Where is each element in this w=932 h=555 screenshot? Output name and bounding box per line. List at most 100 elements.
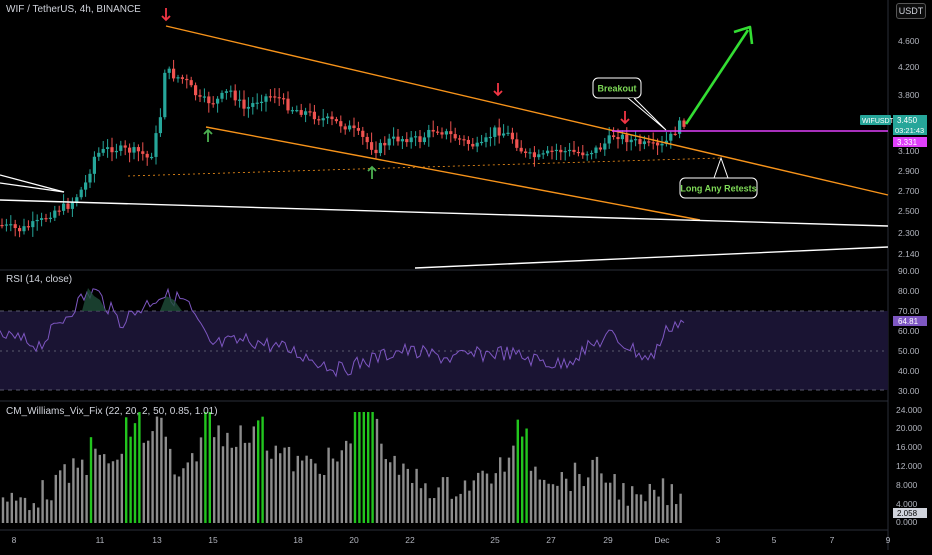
vix-bar (230, 447, 233, 523)
candle-body (290, 110, 294, 112)
vix-bar (415, 468, 418, 523)
vix-bar (199, 437, 203, 523)
candle-body (312, 111, 316, 120)
countdown-badge-text: 03:21:43 (895, 126, 924, 135)
time-tick-label: 8 (12, 535, 17, 545)
candle-body (590, 152, 594, 155)
candle-body (383, 142, 387, 146)
vix-bar (419, 488, 423, 523)
vix-bar (50, 500, 53, 523)
vix-bar (287, 446, 291, 523)
candle-body (519, 147, 523, 152)
candle-body (493, 127, 497, 137)
symbol-badge (860, 115, 891, 125)
vix-bar (406, 468, 409, 523)
candle-body (616, 136, 620, 140)
candle-body (378, 142, 382, 154)
vix-bar (600, 473, 603, 523)
vix-tick-label: 4.000 (896, 499, 918, 509)
price-tick-label: 90.00 (898, 266, 920, 276)
candle-body (400, 139, 404, 142)
vix-bar (450, 498, 453, 523)
vix-bar (186, 462, 189, 523)
candle-body (145, 153, 149, 158)
candle-body (396, 136, 400, 142)
vix-bar (116, 459, 119, 523)
vix-bar (177, 476, 181, 523)
rsi-label[interactable]: RSI (14, close) (6, 274, 73, 285)
candle-body (361, 130, 365, 137)
up-arrow-icon (367, 165, 377, 179)
vix-bar (208, 412, 211, 523)
vix-bar (296, 455, 299, 523)
vix-bar (661, 478, 665, 523)
vix-bar (155, 416, 159, 523)
candle-body (220, 92, 224, 99)
vix-bar (314, 463, 317, 523)
candle-body (387, 138, 391, 146)
vix-bar (411, 482, 414, 523)
breakout-callout-box (592, 77, 642, 99)
vix-bar (89, 437, 93, 523)
time-tick-label: 11 (96, 535, 105, 545)
long-white-line-lower (414, 246, 889, 269)
candle-body (317, 119, 321, 121)
price-tick-label: 3.100 (898, 146, 920, 156)
price-tick-label: 4.600 (898, 36, 920, 46)
breakout-callout-text: Breakout (597, 84, 636, 94)
vix-bar (512, 445, 515, 523)
vix-bar (666, 505, 669, 523)
candle-body (471, 143, 475, 147)
candle-body (264, 96, 268, 102)
candle-body (233, 90, 237, 101)
vix-bar (81, 459, 84, 523)
big-target-arrow-head (733, 25, 754, 45)
candle-body (57, 210, 61, 212)
candle-body (326, 116, 330, 119)
candle-body (194, 85, 198, 96)
candle-body (246, 106, 250, 109)
vix-bar (173, 474, 176, 523)
vix-bar (120, 453, 123, 523)
vix-bar (516, 419, 519, 523)
time-tick-label: 5 (772, 535, 777, 545)
candle-body (515, 139, 519, 148)
vix-bar (191, 453, 194, 523)
vix-bar (591, 459, 594, 523)
vix-bar (23, 497, 27, 523)
retest-callout-text: Long Any Retests (680, 184, 756, 194)
vix-bar (195, 461, 198, 523)
candle-body (488, 136, 492, 139)
vix-bar (318, 473, 321, 523)
vix-bar (525, 428, 528, 523)
currency-button[interactable]: USDT (896, 3, 926, 19)
vix-bar (521, 436, 524, 523)
vix-bar (151, 431, 154, 523)
vix-bar (349, 443, 352, 523)
rsi-tick-label: 50.00 (898, 346, 920, 356)
vix-bar (578, 474, 581, 523)
vix-label[interactable]: CM_Williams_Vix_Fix (22, 20, 2, 50, 0.85… (6, 406, 218, 417)
vix-bar (490, 483, 493, 523)
time-tick-label: 29 (603, 535, 613, 545)
vix-tick-label: 16.000 (896, 442, 922, 452)
candle-body (4, 224, 8, 226)
vix-bar (111, 461, 115, 523)
candle-body (123, 145, 127, 148)
candle-body (18, 228, 22, 232)
vix-bar (98, 454, 101, 523)
vix-bar (54, 474, 57, 523)
candle-body (88, 173, 92, 183)
vix-bar (103, 454, 106, 523)
vix-bar (243, 442, 247, 523)
rsi-tick-label: 30.00 (898, 386, 920, 396)
price-tick-label: 2.300 (898, 228, 920, 238)
symbol-title: WIF / TetherUS, 4h, BINANCE (6, 4, 141, 15)
candle-body (211, 103, 215, 105)
vix-tick-label: 24.000 (896, 405, 922, 415)
candle-body (444, 131, 448, 135)
channel-upper-line (165, 25, 889, 196)
rsi-overbought-fill (82, 288, 106, 311)
